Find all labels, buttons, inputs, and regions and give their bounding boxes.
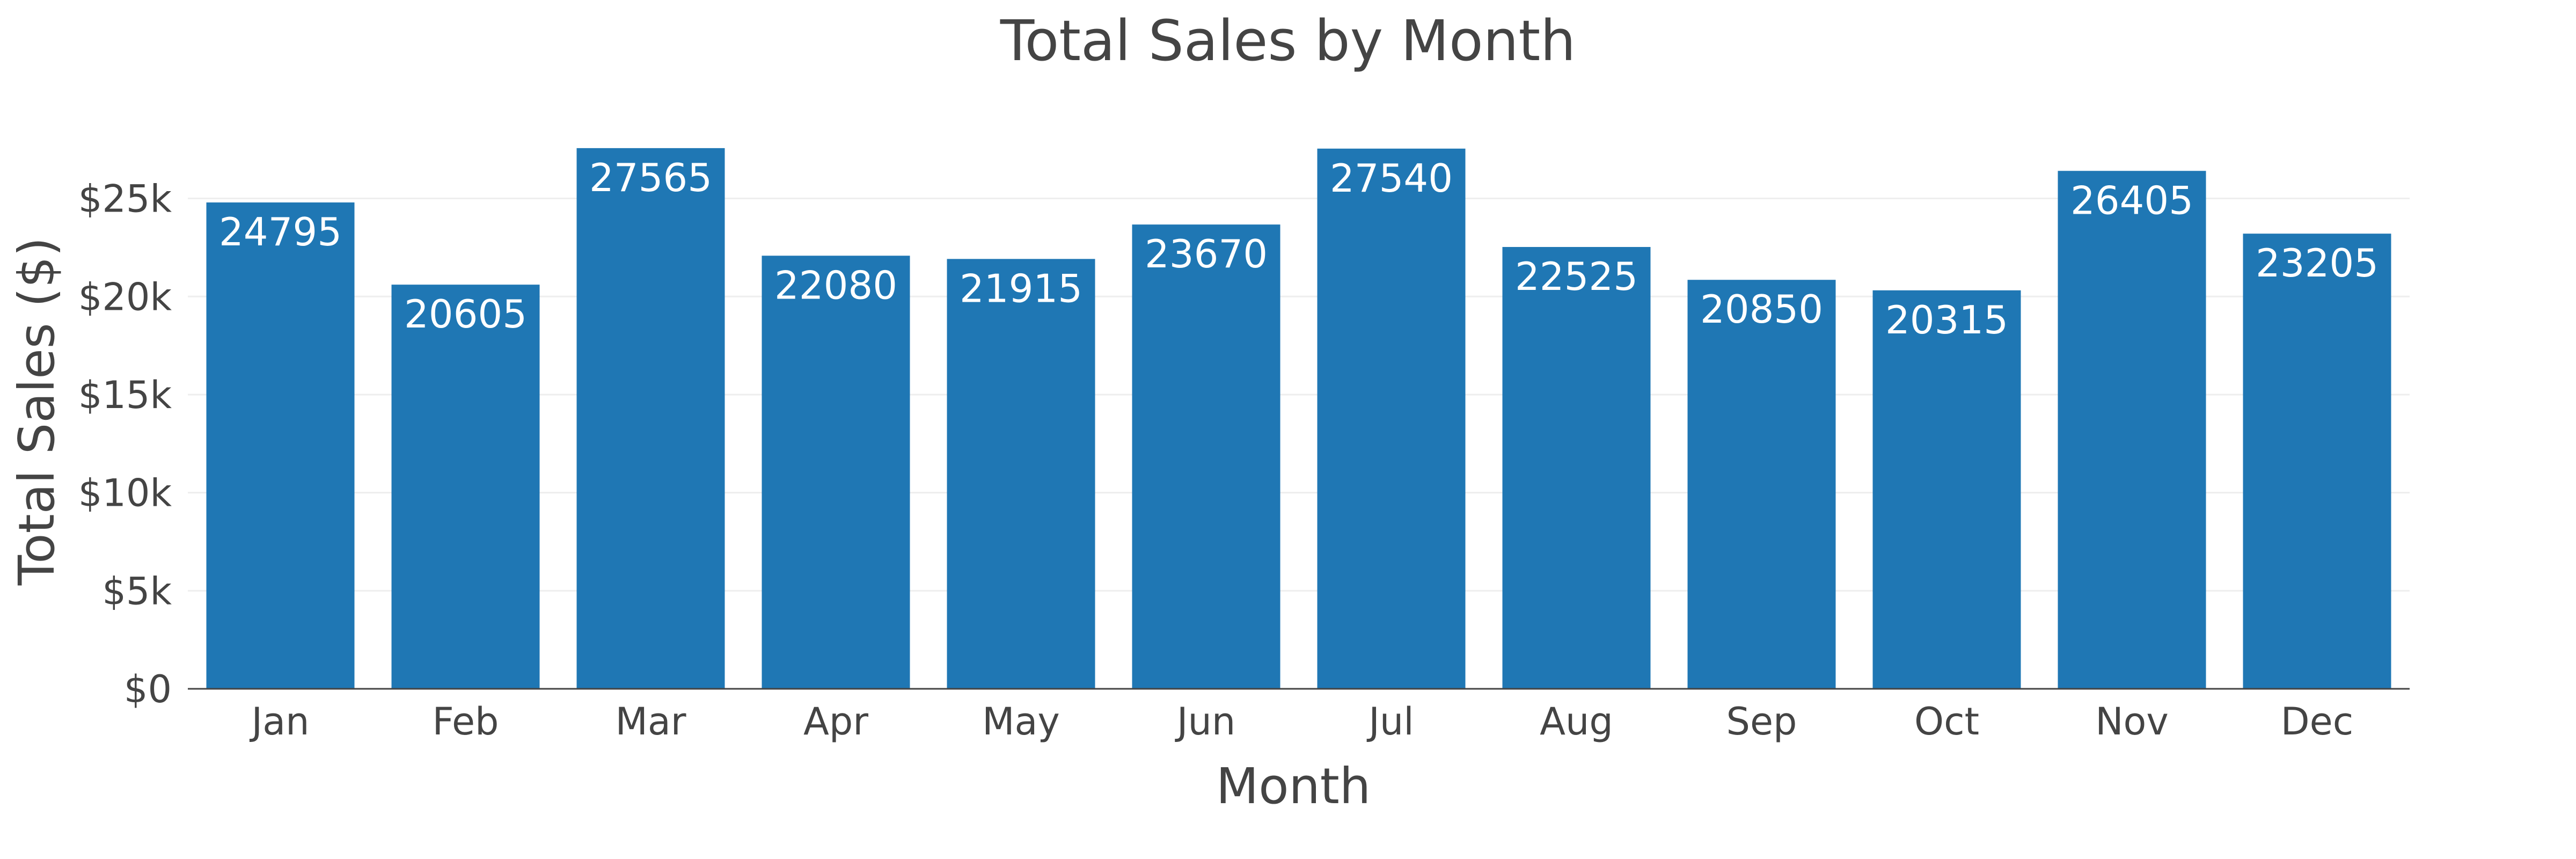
y-tick-label: $25k bbox=[78, 177, 172, 221]
x-axis-title: Month bbox=[1216, 758, 1371, 815]
x-tick-label: Sep bbox=[1726, 700, 1797, 744]
y-tick-label: $10k bbox=[78, 471, 172, 515]
x-tick-label: Jan bbox=[250, 700, 310, 744]
bar-value-label: 22080 bbox=[774, 263, 897, 308]
bar-apr bbox=[762, 256, 910, 689]
x-tick-label: Jul bbox=[1366, 700, 1414, 744]
gridlines bbox=[188, 198, 2410, 592]
bar-jan bbox=[206, 202, 355, 689]
bars bbox=[206, 148, 2391, 689]
bar-jun bbox=[1132, 224, 1280, 689]
y-tick-label: $20k bbox=[78, 275, 172, 319]
bar-value-labels: 24795 20605 27565 22080 21915 23670 27540 22525… bbox=[219, 155, 2379, 343]
x-tick-label: Apr bbox=[803, 700, 868, 744]
y-axis-title: Total Sales ($) bbox=[8, 237, 65, 586]
bar-value-label: 27565 bbox=[589, 155, 712, 200]
bar-value-label: 23205 bbox=[2256, 241, 2379, 286]
bar-jul bbox=[1317, 148, 1466, 689]
y-tick-label: $15k bbox=[78, 373, 172, 417]
bar-value-label: 20315 bbox=[1885, 297, 2008, 343]
bar-value-label: 22525 bbox=[1515, 254, 1638, 299]
x-tick-label: Nov bbox=[2095, 700, 2169, 744]
bar-mar bbox=[576, 148, 725, 689]
x-tick-label: Aug bbox=[1540, 700, 1613, 744]
x-tick-label: Oct bbox=[1914, 700, 1979, 744]
bar-nov bbox=[2058, 171, 2206, 689]
x-tick-label: May bbox=[982, 700, 1060, 744]
x-axis-ticks: Jan Feb Mar Apr May Jun Jul Aug Sep Oct Nov Dec bbox=[250, 700, 2354, 744]
bar-may bbox=[947, 259, 1095, 689]
chart-title: Total Sales by Month bbox=[1000, 8, 1576, 74]
x-tick-label: Dec bbox=[2281, 700, 2353, 744]
x-tick-label: Jun bbox=[1175, 700, 1235, 744]
bar-value-label: 26405 bbox=[2070, 178, 2193, 223]
bar-aug bbox=[1502, 247, 1651, 689]
bar-value-label: 23670 bbox=[1145, 231, 1268, 276]
x-tick-label: Feb bbox=[433, 700, 499, 744]
y-tick-label: $5k bbox=[102, 569, 172, 613]
bar-sep bbox=[1687, 280, 1836, 689]
bar-value-label: 21915 bbox=[960, 266, 1082, 311]
bar-dec bbox=[2243, 234, 2391, 689]
y-axis-ticks: $0 $5k $10k $15k $20k $25k bbox=[78, 177, 172, 711]
x-tick-label: Mar bbox=[615, 700, 686, 744]
bar-value-label: 20605 bbox=[404, 292, 527, 337]
bar-oct bbox=[1872, 290, 2021, 689]
bar-feb bbox=[391, 285, 540, 689]
bar-value-label: 20850 bbox=[1700, 287, 1823, 332]
y-tick-label: $0 bbox=[124, 667, 172, 711]
bar-value-label: 24795 bbox=[219, 209, 342, 254]
bar-value-label: 27540 bbox=[1330, 156, 1453, 201]
